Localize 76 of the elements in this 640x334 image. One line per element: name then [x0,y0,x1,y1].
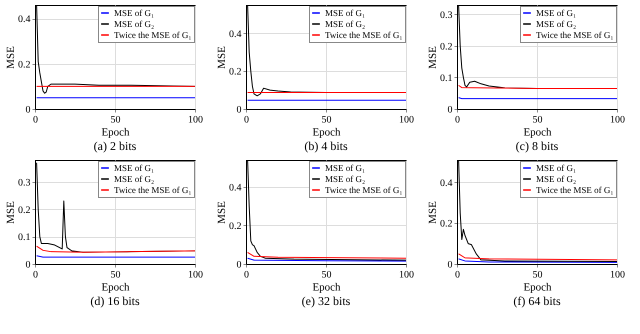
y-tick-label: 0 [236,260,242,270]
legend-label: MSE of G₂ [114,174,154,184]
line-series [36,246,195,253]
x-tick-label: 0 [455,114,460,126]
x-tick-label: 100 [610,114,625,126]
line-series [458,253,617,260]
y-tick-label: 0.3 [18,177,30,188]
x-tick-label: 50 [532,270,542,280]
text: (a) 2 bits [94,139,137,153]
x-tick-label: 100 [610,270,625,280]
legend-label: MSE of G₂ [325,174,366,184]
y-tick-label: 0.4 [229,182,242,194]
y-tick-label: 0 [26,260,30,270]
legend-label: Twice the MSE of G₁ [536,185,614,195]
y-tick-label: 0.4 [440,178,452,189]
text: (e) 32 bits [302,294,351,308]
x-tick-label: 100 [399,270,414,280]
y-tick-label: 0 [448,104,452,116]
legend-label: MSE of G₂ [536,19,576,29]
x-axis-title: Epoch [312,126,342,138]
x-axis-title: Epoch [523,282,552,294]
y-axis-title: MSE [427,200,439,224]
x-tick-label: 50 [532,114,542,126]
x-tick-label: 100 [188,270,203,280]
x-tick-label: 50 [322,114,332,126]
x-tick-label: 0 [244,114,249,126]
x-tick-label: 0 [33,114,38,126]
legend-label: Twice the MSE of G₁ [325,185,402,195]
legend-label: MSE of G₂ [325,19,366,29]
legend-label: MSE of G₂ [114,19,154,29]
legend-label: MSE of G₁ [114,163,154,173]
y-tick-label: 0 [448,260,452,270]
y-axis-title: MSE [216,46,228,69]
x-axis-title: Epoch [101,126,130,138]
legend-label: Twice the MSE of G₁ [536,30,614,40]
y-axis-title: MSE [5,200,17,224]
x-tick-label: 100 [399,114,414,126]
x-axis-title: Epoch [312,282,342,294]
x-tick-label: 0 [33,270,38,280]
legend-label: MSE of G₁ [536,163,576,173]
legend-label: MSE of G₁ [325,163,366,173]
y-tick-label: 0.2 [18,59,30,70]
text: (f) 64 bits [513,294,561,308]
y-tick-label: 0.2 [229,66,242,78]
y-tick-label: 0.2 [440,41,452,52]
y-tick-label: 0.1 [440,72,452,84]
y-tick-label: 0.2 [440,218,452,230]
legend-label: MSE of G₁ [536,8,576,18]
y-tick-label: 0.4 [229,28,242,40]
x-tick-label: 50 [322,270,332,280]
x-tick-label: 50 [110,114,120,126]
x-tick-label: 0 [455,270,460,280]
x-tick-label: 50 [110,270,120,280]
y-tick-label: 0.1 [18,232,30,244]
y-axis-title: MSE [5,46,17,69]
y-tick-label: 0.2 [18,204,30,216]
legend-label: Twice the MSE of G₁ [325,30,402,40]
x-axis-title: Epoch [101,282,130,294]
x-axis-title: Epoch [523,126,552,138]
y-tick-label: 0.3 [440,10,452,21]
legend-label: MSE of G₁ [114,8,154,18]
y-tick-label: 0 [26,104,30,116]
legend-label: Twice the MSE of G₁ [114,185,192,195]
y-tick-label: 0 [236,104,242,116]
legend-label: Twice the MSE of G₁ [114,30,192,40]
text: (c) 8 bits [516,139,559,153]
x-tick-label: 100 [188,114,203,126]
x-tick-label: 0 [244,270,249,280]
text: (d) 16 bits [90,294,140,308]
y-tick-label: 0.4 [18,14,30,26]
y-tick-label: 0.2 [229,220,242,232]
legend-label: MSE of G₂ [536,174,576,184]
text: (b) 4 bits [304,139,348,153]
legend-label: MSE of G₁ [325,8,366,18]
y-axis-title: MSE [216,200,228,224]
y-axis-title: MSE [427,46,439,69]
